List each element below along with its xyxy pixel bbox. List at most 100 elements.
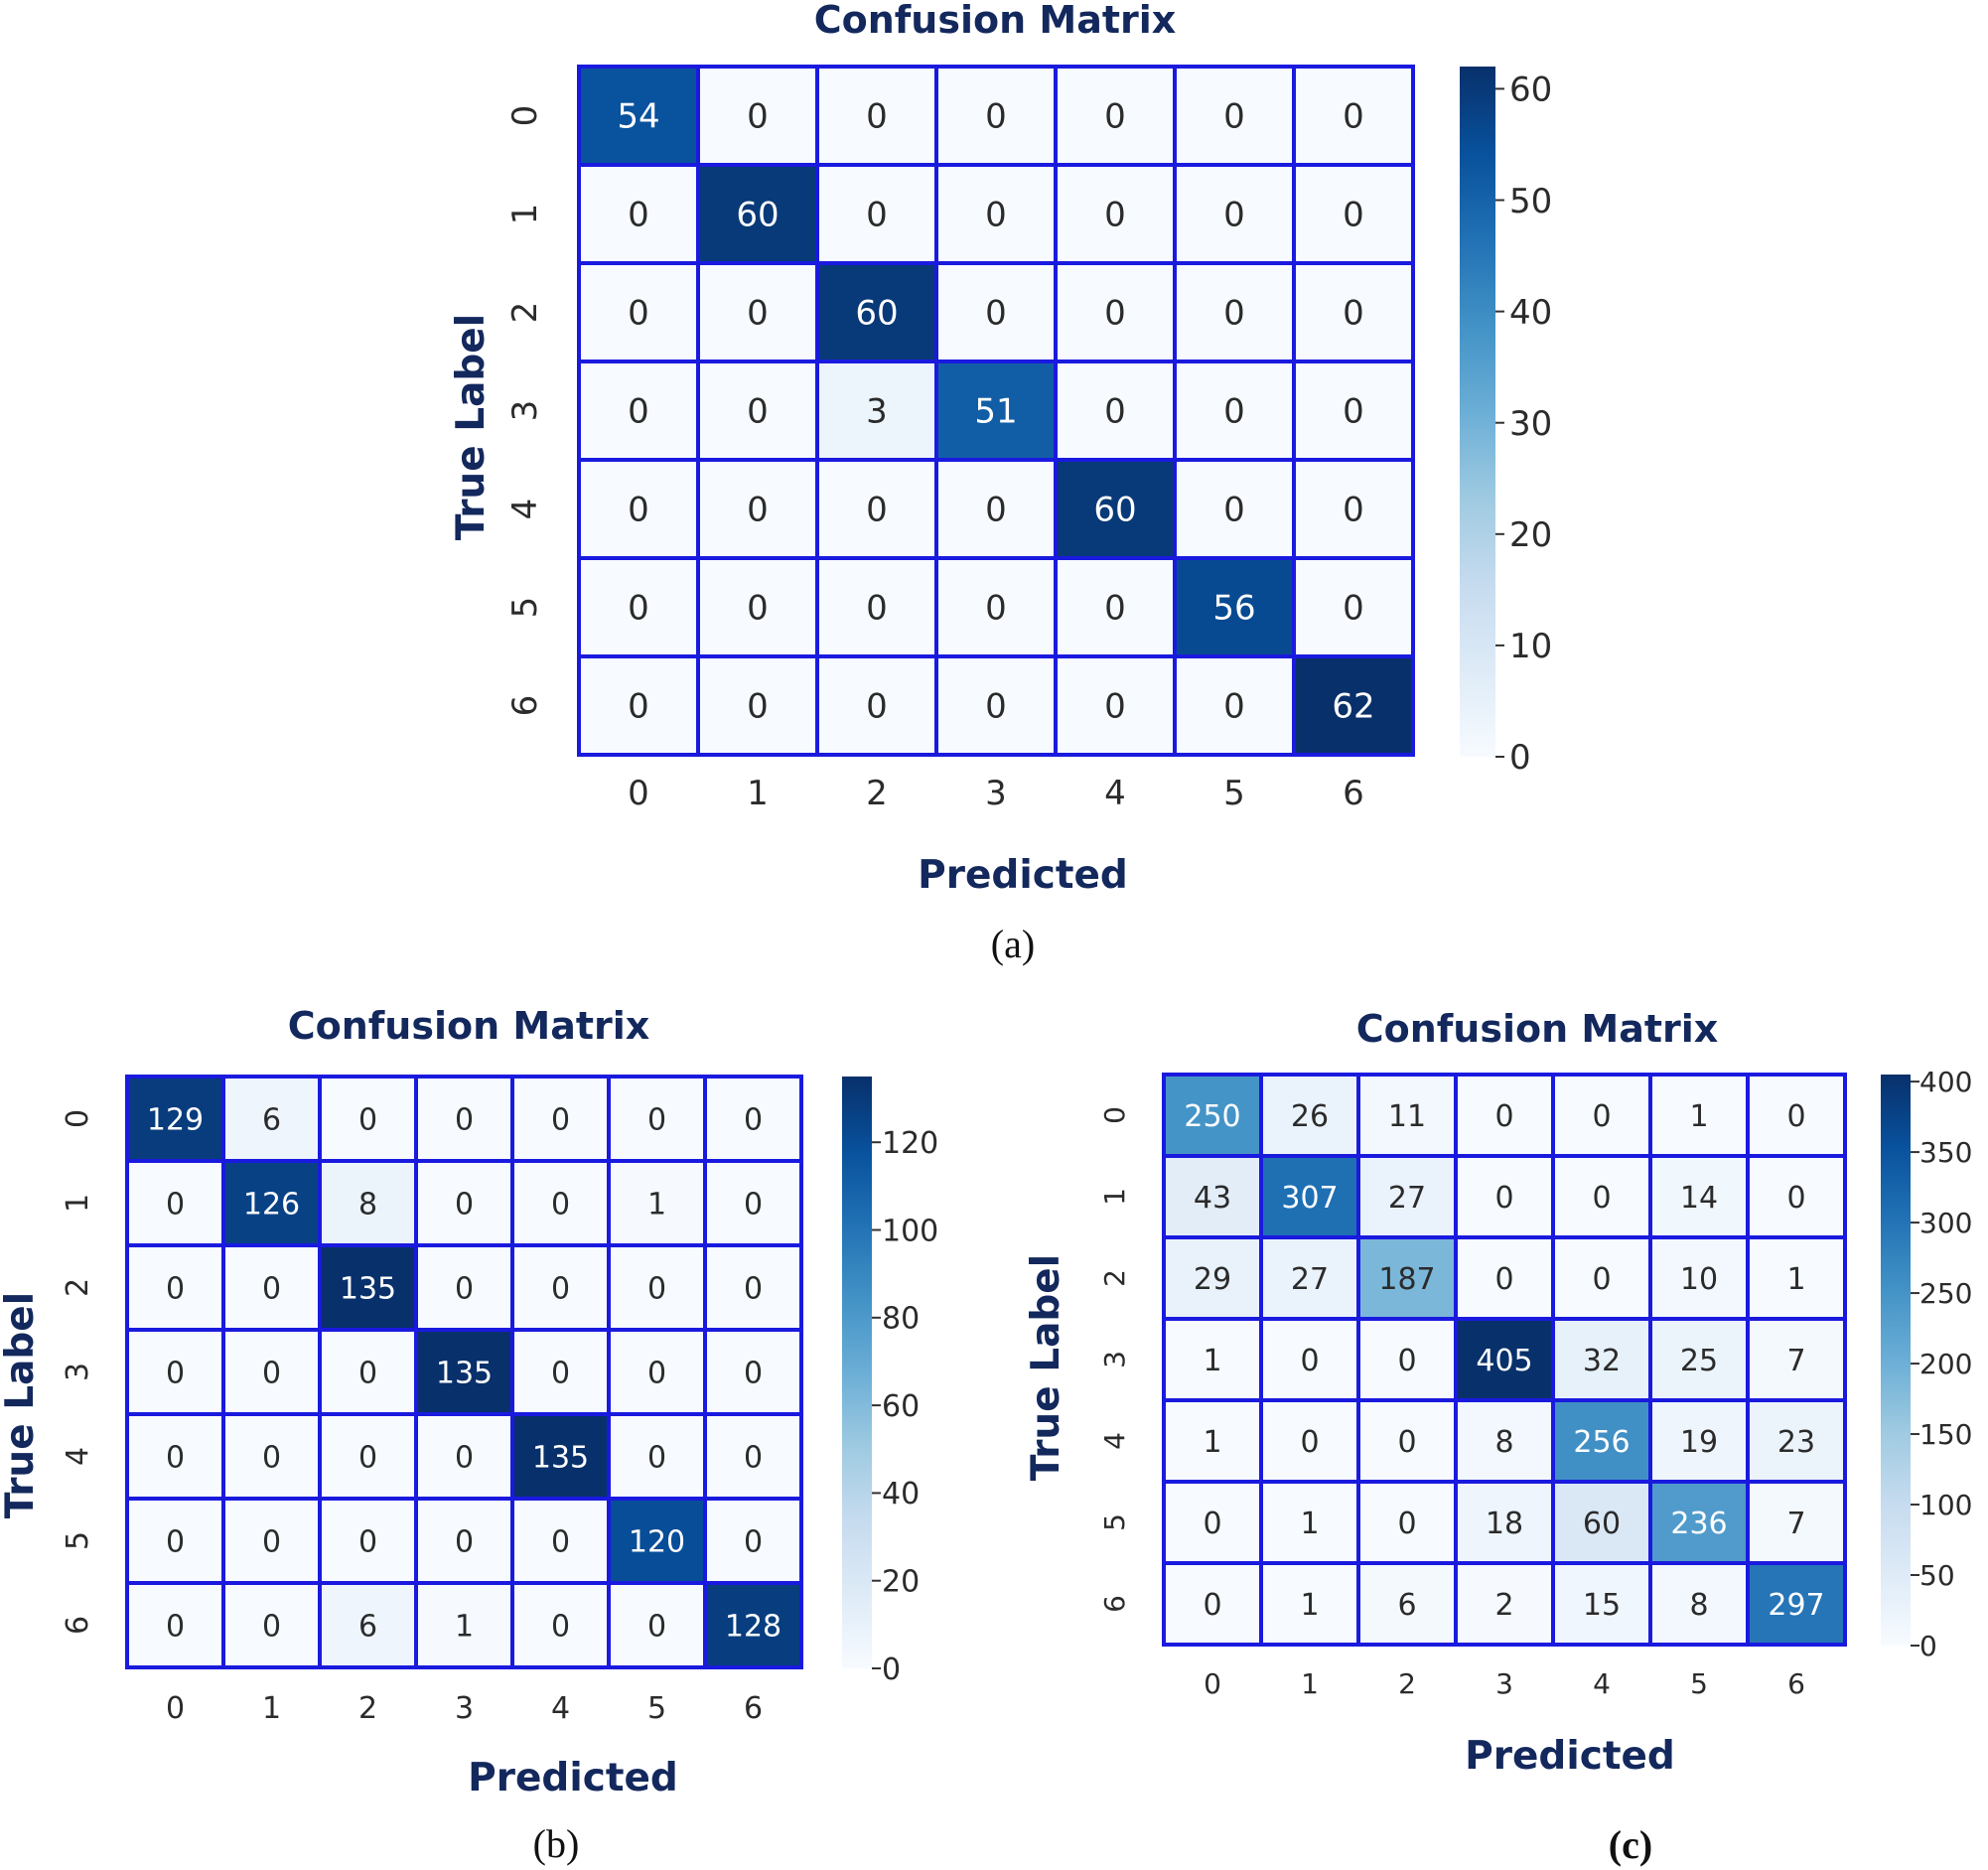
cell-value-label: 120 <box>629 1524 685 1559</box>
cell-value-label: 0 <box>744 1440 763 1475</box>
cell-value-label: 8 <box>1689 1588 1708 1623</box>
x-tick-label: 6 <box>1787 1667 1805 1700</box>
x-axis-label: Predicted <box>1465 1734 1675 1779</box>
cell-value-label: 0 <box>551 1187 570 1222</box>
cell-value-label: 0 <box>985 294 1007 334</box>
cell-value-label: 43 <box>1194 1181 1231 1216</box>
colorbar-tick-label: 150 <box>1919 1418 1972 1451</box>
colorbar-tick-label: 300 <box>1919 1207 1972 1239</box>
y-tick-label: 2 <box>505 302 545 324</box>
heatmap-cell <box>125 1243 225 1332</box>
colorbar-gradient <box>842 1077 872 1668</box>
heatmap-cell <box>1173 261 1296 363</box>
x-tick-label: 0 <box>628 774 649 813</box>
heatmap-cell <box>510 1159 611 1247</box>
cell-value-label: 0 <box>166 1609 185 1644</box>
cell-value-label: 0 <box>647 1356 666 1390</box>
heatmap-cell <box>696 556 819 658</box>
cell-value-label: 27 <box>1291 1262 1329 1297</box>
cell-value-label: 8 <box>358 1187 377 1222</box>
colorbar-tick-label: 40 <box>882 1477 920 1511</box>
cell-value-label: 0 <box>358 1440 377 1475</box>
x-tick-label: 6 <box>744 1691 763 1726</box>
cell-value-label: 18 <box>1486 1507 1523 1541</box>
x-tick-label: 3 <box>985 774 1007 813</box>
x-tick-label: 1 <box>262 1691 281 1726</box>
cell-value-label: 0 <box>747 687 769 727</box>
cell-value-label: 0 <box>262 1356 281 1390</box>
cell-value-label: 0 <box>985 97 1007 137</box>
heatmap-cell <box>1454 1398 1555 1484</box>
cell-value-label: 0 <box>1223 294 1245 334</box>
cell-value-label: 0 <box>166 1440 185 1475</box>
cell-value-label: 0 <box>262 1440 281 1475</box>
y-tick-label: 6 <box>1098 1595 1131 1613</box>
cell-value-label: 15 <box>1583 1588 1621 1623</box>
cell-value-label: 0 <box>1203 1588 1221 1623</box>
heatmap-cell <box>815 163 938 265</box>
cell-value-label: 1 <box>1203 1344 1221 1378</box>
cell-value-label: 0 <box>166 1187 185 1222</box>
cell-value-label: 0 <box>455 1440 474 1475</box>
colorbar-tick-label: 50 <box>1509 182 1552 221</box>
heatmap-grid: 250 26 11 0 0 1 043 307 27 0 0 14 029 27 187 0 0 10 11 0 0 40… <box>1098 1073 1847 1700</box>
cell-value-label: 6 <box>262 1102 281 1137</box>
colorbar-tick-label: 80 <box>882 1302 920 1337</box>
colorbar-tick-label: 50 <box>1919 1559 1955 1592</box>
cell-value-label: 0 <box>1786 1099 1805 1134</box>
x-tick-label: 5 <box>647 1691 666 1726</box>
cell-value-label: 0 <box>551 1609 570 1644</box>
heatmap-cell <box>318 1159 418 1247</box>
y-tick-label: 1 <box>505 204 545 225</box>
chart-title: Confusion Matrix <box>288 1004 650 1048</box>
heatmap-cell <box>815 654 938 757</box>
colorbar-tick-label: 100 <box>882 1214 938 1248</box>
y-tick-label: 3 <box>61 1363 95 1381</box>
colorbar-tick-label: 250 <box>1919 1277 1972 1310</box>
cell-value-label: 0 <box>551 1524 570 1559</box>
cell-value-label: 0 <box>1104 392 1126 432</box>
heatmap-cell <box>1648 1561 1750 1647</box>
x-tick-label: 5 <box>1690 1667 1708 1700</box>
x-tick-label: 2 <box>866 774 888 813</box>
y-tick-label: 0 <box>61 1109 95 1128</box>
colorbar: 0 10 20 30 40 50 60 <box>1460 67 1552 778</box>
cell-value-label: 56 <box>1212 589 1255 629</box>
y-tick-label: 5 <box>505 597 545 619</box>
panel-caption: (a) <box>991 922 1035 966</box>
colorbar-tick-label: 200 <box>1919 1348 1972 1380</box>
cell-value-label: 0 <box>1104 196 1126 235</box>
cell-value-label: 126 <box>243 1187 300 1222</box>
heatmap-cell <box>1454 1235 1555 1321</box>
colorbar-tick-label: 120 <box>882 1126 938 1161</box>
cell-value-label: 0 <box>744 1524 763 1559</box>
cell-value-label: 0 <box>747 97 769 137</box>
cell-value-label: 0 <box>985 196 1007 235</box>
x-tick-label: 1 <box>747 774 769 813</box>
cell-value-label: 405 <box>1476 1344 1532 1378</box>
heatmap-cell <box>577 360 700 462</box>
cell-value-label: 0 <box>647 1102 666 1137</box>
cell-value-label: 236 <box>1670 1507 1727 1541</box>
cell-value-label: 0 <box>744 1102 763 1137</box>
cell-value-label: 0 <box>866 491 888 530</box>
chart-title: Confusion Matrix <box>814 0 1177 42</box>
cell-value-label: 0 <box>628 491 649 530</box>
cell-value-label: 0 <box>866 97 888 137</box>
cell-value-label: 1 <box>1300 1588 1319 1623</box>
cell-value-label: 0 <box>358 1356 377 1390</box>
cell-value-label: 0 <box>628 196 649 235</box>
y-tick-label: 1 <box>1098 1188 1131 1206</box>
y-tick-label: 2 <box>61 1278 95 1297</box>
heatmap-cell <box>1746 1235 1847 1321</box>
heatmap-cell <box>934 654 1058 757</box>
heatmap-border <box>577 65 1415 757</box>
cell-value-label: 7 <box>1786 1507 1805 1541</box>
cell-value-label: 0 <box>1786 1181 1805 1216</box>
colorbar-tick-label: 400 <box>1919 1066 1972 1098</box>
y-tick-label: 1 <box>61 1194 95 1213</box>
cell-value-label: 0 <box>551 1271 570 1306</box>
heatmap-cell <box>696 360 819 462</box>
cell-value-label: 0 <box>747 392 769 432</box>
x-tick-label: 4 <box>1593 1667 1611 1700</box>
